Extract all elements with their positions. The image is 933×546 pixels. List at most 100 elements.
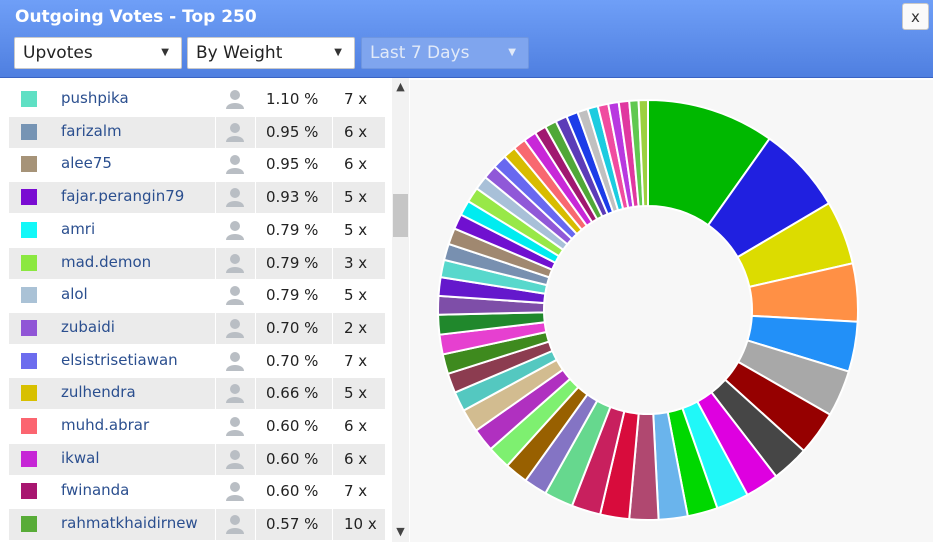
table-row: mad.demon 0.79 % 3 x: [9, 247, 385, 279]
vote-count: 5 x: [332, 280, 385, 312]
user-cell: [215, 509, 256, 541]
user-icon[interactable]: [225, 318, 245, 338]
voter-link[interactable]: zubaidi: [61, 317, 115, 336]
voter-link[interactable]: elsistrisetiawan: [61, 350, 178, 369]
vote-count: 3 x: [332, 247, 385, 279]
period-select: Last 7 Days ▼: [361, 37, 529, 69]
voter-link[interactable]: fajar.perangin79: [61, 187, 185, 206]
user-cell: [215, 84, 256, 115]
table-row: zulhendra 0.66 % 5 x: [9, 378, 385, 410]
user-icon[interactable]: [225, 122, 245, 142]
chevron-down-icon: ▼: [334, 47, 342, 58]
vote-count: 6 x: [332, 443, 385, 475]
vote-type-value: Upvotes: [23, 43, 93, 63]
user-cell: [215, 182, 256, 214]
voter-link[interactable]: alee75: [61, 154, 112, 173]
chart-area: [410, 80, 933, 542]
voter-link[interactable]: muhd.abrar: [61, 416, 150, 434]
voter-link[interactable]: pushpika: [61, 89, 129, 107]
chevron-down-icon: ▼: [161, 47, 169, 58]
voter-link[interactable]: fwinanda: [61, 481, 130, 500]
vote-count: 5 x: [332, 214, 385, 246]
color-swatch: [21, 254, 37, 271]
table-row: pushpika 1.10 % 7 x: [9, 84, 385, 115]
user-cell: [215, 116, 256, 148]
vote-percent: 0.57 %: [255, 509, 332, 541]
vote-count: 6 x: [332, 411, 385, 442]
voter-link[interactable]: farizalm: [61, 121, 122, 140]
user-icon[interactable]: [225, 154, 245, 175]
color-swatch: [21, 516, 37, 533]
table-row: alee75 0.95 % 6 x: [9, 149, 385, 181]
user-cell: [215, 443, 256, 475]
vote-count: 6 x: [332, 149, 385, 181]
vote-count: 6 x: [332, 116, 385, 148]
donut-slice[interactable]: [637, 98, 649, 208]
color-swatch: [21, 352, 37, 369]
color-swatch: [21, 156, 37, 173]
table-row: zubaidi 0.70 % 2 x: [9, 312, 385, 344]
user-icon[interactable]: [225, 351, 245, 371]
voter-list: pushpika 1.10 % 7 x farizalm 0.95 % 6 x alee75…: [9, 84, 385, 542]
user-icon[interactable]: [225, 416, 245, 436]
user-icon[interactable]: [225, 285, 245, 306]
user-cell: [215, 247, 256, 279]
period-value: Last 7 Days: [370, 43, 470, 63]
table-row: rahmatkhaidirnew 0.57 % 10 x: [9, 509, 385, 541]
color-swatch: [21, 189, 37, 206]
color-swatch: [21, 483, 37, 500]
voter-link[interactable]: ikwal: [61, 448, 100, 467]
vote-count: 10 x: [332, 509, 385, 541]
vote-count: 7 x: [332, 84, 385, 115]
table-row: fajar.perangin79 0.93 % 5 x: [9, 182, 385, 214]
voter-link[interactable]: mad.demon: [61, 252, 152, 271]
voter-link[interactable]: amri: [61, 219, 96, 238]
donut-chart: [437, 98, 859, 521]
vote-type-select[interactable]: Upvotes ▼: [14, 37, 182, 69]
table-row: ikwal 0.60 % 6 x: [9, 443, 385, 475]
user-cell: [215, 280, 256, 312]
user-icon[interactable]: [225, 89, 245, 109]
user-icon[interactable]: [225, 481, 245, 502]
voter-link[interactable]: rahmatkhaidirnew: [61, 514, 198, 533]
color-swatch: [21, 450, 37, 467]
table-row: farizalm 0.95 % 6 x: [9, 116, 385, 148]
user-cell: [215, 378, 256, 410]
vote-percent: 0.79 %: [255, 214, 332, 246]
user-cell: [215, 411, 256, 442]
vote-percent: 0.79 %: [255, 247, 332, 279]
user-icon[interactable]: [225, 449, 245, 469]
user-icon[interactable]: [225, 514, 245, 535]
user-cell: [215, 214, 256, 246]
vote-count: 2 x: [332, 312, 385, 344]
color-swatch: [21, 91, 37, 107]
voter-link[interactable]: alol: [61, 285, 88, 304]
dialog-header: Outgoing Votes - Top 250 x Upvotes ▼ By …: [0, 0, 933, 78]
vote-count: 7 x: [332, 345, 385, 377]
vote-count: 7 x: [332, 476, 385, 508]
user-cell: [215, 476, 256, 508]
close-button[interactable]: x: [902, 3, 929, 30]
vote-percent: 0.60 %: [255, 476, 332, 508]
color-swatch: [21, 287, 37, 304]
vote-count: 5 x: [332, 182, 385, 214]
vote-percent: 0.93 %: [255, 182, 332, 214]
user-icon[interactable]: [225, 253, 245, 273]
scroll-down-icon[interactable]: ▼: [396, 525, 405, 538]
user-icon[interactable]: [225, 383, 245, 404]
vote-percent: 0.60 %: [255, 443, 332, 475]
vote-percent: 1.10 %: [255, 84, 332, 115]
sort-mode-select[interactable]: By Weight ▼: [187, 37, 355, 69]
vote-percent: 0.95 %: [255, 116, 332, 148]
user-icon[interactable]: [225, 220, 245, 240]
vote-count: 5 x: [332, 378, 385, 410]
scroll-thumb[interactable]: [393, 194, 408, 237]
table-row: muhd.abrar 0.60 % 6 x: [9, 411, 385, 442]
user-icon[interactable]: [225, 187, 245, 208]
color-swatch: [21, 418, 37, 434]
voter-link[interactable]: zulhendra: [61, 383, 136, 402]
list-scrollbar[interactable]: ▲ ▼: [392, 78, 409, 542]
vote-percent: 0.66 %: [255, 378, 332, 410]
color-swatch: [21, 123, 37, 140]
scroll-up-icon[interactable]: ▲: [396, 80, 405, 93]
